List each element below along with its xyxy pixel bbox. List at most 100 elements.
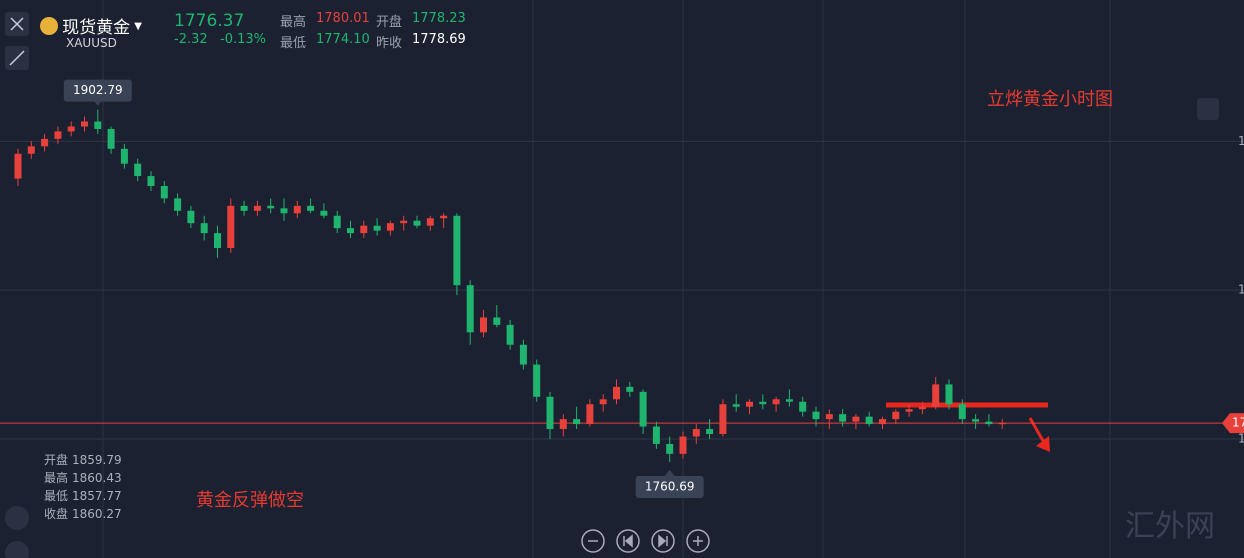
- candle-body: [586, 404, 594, 425]
- value: 1778.69: [412, 32, 466, 47]
- candle-body: [785, 399, 793, 402]
- last-price-tag: [1222, 413, 1244, 434]
- candle-body: [945, 384, 953, 405]
- candle-body: [985, 421, 993, 425]
- prev[interactable]: [616, 529, 640, 553]
- candle-body: [27, 146, 35, 154]
- crosshair-row: 最高 1860.43: [44, 469, 122, 487]
- candle-body: [825, 414, 833, 420]
- candle-body: [41, 138, 49, 147]
- candle-body: [998, 423, 1006, 425]
- candle-body: [799, 401, 807, 412]
- candle-body: [599, 399, 607, 405]
- left-toolbar: [5, 12, 1219, 558]
- candle-body: [706, 429, 714, 434]
- candle-body: [772, 399, 780, 405]
- candle-body: [134, 163, 142, 177]
- symbol-name[interactable]: 现货黄金: [62, 18, 131, 38]
- candle-body: [932, 384, 940, 407]
- candle-body: [852, 416, 860, 422]
- alert-button[interactable]: [1197, 98, 1219, 120]
- label: 最低: [280, 36, 307, 51]
- marker-box: [63, 79, 132, 102]
- candle-body: [54, 131, 62, 139]
- candle-body: [759, 401, 767, 405]
- y-tick-label: 1770: [1238, 431, 1244, 445]
- change: -2.32: [174, 32, 208, 47]
- crosshair-row: 开盘 1859.79: [44, 451, 122, 469]
- zoom-out[interactable]: [581, 529, 605, 553]
- value: 1774.10: [316, 32, 370, 47]
- candle-body: [253, 205, 261, 211]
- crosshair-value: 1860.27: [72, 507, 122, 521]
- candle-body: [972, 419, 980, 422]
- candle-body: [293, 205, 301, 214]
- candle-body: [400, 220, 408, 224]
- crosshair-label: 最低: [44, 489, 69, 503]
- marker-box: [635, 476, 704, 499]
- candle-body: [320, 210, 328, 216]
- y-tick-label: 1890: [1238, 134, 1244, 148]
- candle-body: [493, 317, 501, 325]
- candle-body: [347, 228, 354, 234]
- candle-body: [280, 208, 288, 214]
- label: 最高: [280, 15, 307, 30]
- annotation: 黄金反弹做空: [196, 490, 304, 511]
- candle-body: [719, 404, 727, 434]
- candle-body: [480, 317, 487, 333]
- candle-body: [546, 396, 554, 430]
- candle-body: [533, 364, 541, 397]
- candle-body: [14, 153, 22, 179]
- last-price: 1776.37: [174, 11, 245, 31]
- candle-body: [639, 391, 647, 427]
- candle-body: [746, 401, 753, 407]
- candle-body: [453, 215, 461, 286]
- zoom-controls: [581, 529, 710, 553]
- candle-body: [426, 218, 434, 226]
- candle-body: [107, 128, 115, 149]
- crosshair-row: 收盘 1860.27: [44, 505, 122, 523]
- candle-body: [81, 121, 88, 127]
- candle-body: [373, 225, 381, 231]
- crosshair-label: 最高: [44, 471, 69, 485]
- candle-body: [666, 443, 674, 454]
- crosshair-row: 最低 1857.77: [44, 487, 122, 505]
- value: 1778.23: [412, 11, 466, 26]
- indicator-button[interactable]: [5, 506, 29, 530]
- candle-body: [613, 386, 620, 400]
- zoom-in[interactable]: [686, 529, 710, 553]
- candle-body: [692, 429, 700, 437]
- draw-button[interactable]: [5, 541, 29, 558]
- candle-body: [307, 205, 315, 211]
- candle-body: [573, 419, 581, 425]
- candle-body: [559, 419, 567, 430]
- label: 昨收: [376, 36, 403, 51]
- dropdown[interactable]: ▼: [134, 21, 142, 32]
- change-pct: -0.13%: [220, 32, 266, 47]
- value: 1780.01: [316, 11, 370, 26]
- watermark: 汇外网: [1125, 509, 1215, 544]
- candle-body: [679, 436, 687, 454]
- next[interactable]: [651, 529, 675, 553]
- candle-body: [626, 386, 634, 392]
- candle-body: [360, 225, 368, 234]
- symbol-block: 现货黄金 ▼: [40, 13, 142, 38]
- marker-pointer: [664, 470, 675, 477]
- candle-body: [214, 233, 221, 248]
- candle-body: [187, 210, 195, 224]
- candle-body: [267, 205, 275, 209]
- candle-body: [67, 126, 75, 132]
- candle-body: [94, 121, 102, 129]
- candle-body: [506, 324, 514, 345]
- candle-body: [812, 411, 820, 420]
- crosshair-value: 1857.77: [72, 489, 122, 503]
- candle-body: [918, 406, 926, 410]
- candle-body: [519, 344, 527, 365]
- crosshair-label: 开盘: [44, 453, 69, 467]
- candle-body: [200, 223, 208, 234]
- candle-body: [440, 215, 448, 219]
- trend-drawing: [886, 402, 1050, 452]
- last-price-tag-label: 1776.37: [1232, 416, 1244, 430]
